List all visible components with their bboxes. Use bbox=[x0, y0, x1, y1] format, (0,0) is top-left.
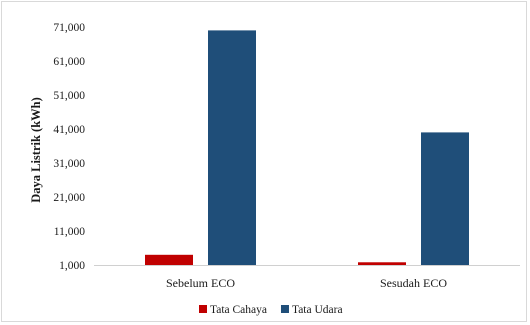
legend-swatch bbox=[199, 305, 207, 313]
y-tick-label: 41,000 bbox=[53, 124, 85, 136]
y-tick-label: 21,000 bbox=[53, 192, 85, 204]
y-tick-label: 11,000 bbox=[54, 226, 85, 238]
x-category-label: Sebelum ECO bbox=[166, 276, 235, 290]
x-category-label: Sesudah ECO bbox=[380, 276, 447, 290]
bar-tata-udara bbox=[208, 30, 256, 266]
x-axis-categories: Sebelum ECO Sesudah ECO bbox=[166, 276, 447, 290]
bars bbox=[145, 30, 469, 266]
y-tick-label: 1,000 bbox=[59, 260, 85, 272]
y-axis-ticks: 1,000 11,000 21,000 31,000 41,000 51,000 61,00… bbox=[53, 22, 85, 272]
legend-label: Tata Cahaya bbox=[210, 304, 267, 316]
bar-tata-udara bbox=[421, 132, 469, 265]
y-tick-label: 51,000 bbox=[53, 90, 85, 102]
y-tick-label: 71,000 bbox=[53, 22, 85, 34]
legend-swatch bbox=[280, 305, 289, 313]
y-tick-label: 31,000 bbox=[53, 158, 85, 170]
y-tick-label: 61,000 bbox=[53, 56, 85, 68]
y-axis-label: Daya Listrik (kWh) bbox=[29, 97, 43, 203]
bar-tata-cahaya bbox=[358, 262, 406, 265]
legend-label: Tata Udara bbox=[292, 304, 343, 316]
bar-tata-cahaya bbox=[145, 254, 193, 265]
legend: Tata Cahaya Tata Udara bbox=[199, 304, 343, 316]
